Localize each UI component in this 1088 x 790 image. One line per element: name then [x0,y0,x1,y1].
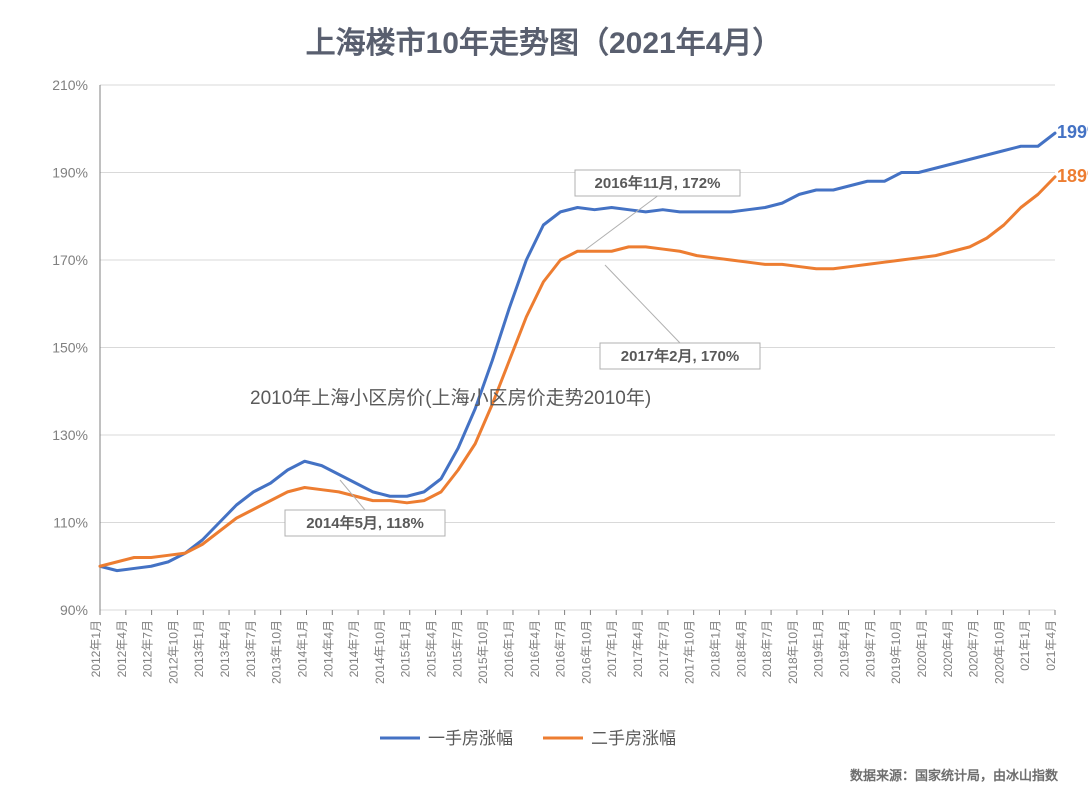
svg-text:2012年1月: 2012年1月 [89,620,103,677]
svg-text:2016年10月: 2016年10月 [579,620,593,684]
svg-text:2016年4月: 2016年4月 [528,620,542,677]
svg-text:2019年10月: 2019年10月 [889,620,903,684]
svg-text:2013年10月: 2013年10月 [270,620,284,684]
svg-text:021年4月: 021年4月 [1044,620,1058,671]
svg-text:2013年4月: 2013年4月 [218,620,232,677]
svg-text:2020年1月: 2020年1月 [915,620,929,677]
svg-text:2013年1月: 2013年1月 [192,620,206,677]
svg-text:2014年7月: 2014年7月 [347,620,361,677]
svg-text:021年1月: 021年1月 [1018,620,1032,671]
svg-text:2015年10月: 2015年10月 [476,620,490,684]
svg-text:150%: 150% [52,340,88,356]
svg-text:2018年1月: 2018年1月 [708,620,722,677]
svg-text:2012年10月: 2012年10月 [166,620,180,684]
svg-text:2019年1月: 2019年1月 [812,620,826,677]
chart-title: 上海楼市10年走势图（2021年4月） [0,18,1088,62]
svg-text:2019年4月: 2019年4月 [838,620,852,677]
svg-text:199%: 199% [1057,122,1088,142]
svg-text:2017年2月, 170%: 2017年2月, 170% [621,347,739,365]
svg-text:2019年7月: 2019年7月 [863,620,877,677]
svg-text:二手房涨幅: 二手房涨幅 [591,729,676,748]
svg-text:2014年4月: 2014年4月 [321,620,335,677]
svg-text:130%: 130% [52,427,88,443]
svg-text:2020年10月: 2020年10月 [992,620,1006,684]
svg-text:2018年4月: 2018年4月 [734,620,748,677]
svg-text:2015年1月: 2015年1月 [399,620,413,677]
svg-text:2012年7月: 2012年7月 [141,620,155,677]
footer-text: 数据来源：国家统计局，由冰山指数 [850,765,1058,784]
svg-text:2015年4月: 2015年4月 [425,620,439,677]
svg-text:2017年1月: 2017年1月 [605,620,619,677]
svg-text:2017年4月: 2017年4月 [631,620,645,677]
svg-text:2020年4月: 2020年4月 [941,620,955,677]
svg-text:2020年7月: 2020年7月 [967,620,981,677]
svg-text:2018年10月: 2018年10月 [786,620,800,684]
svg-text:2016年7月: 2016年7月 [554,620,568,677]
svg-text:189%: 189% [1057,166,1088,186]
svg-text:2018年7月: 2018年7月 [760,620,774,677]
svg-text:2016年11月, 172%: 2016年11月, 172% [595,174,721,192]
svg-text:190%: 190% [52,165,88,181]
svg-text:2013年7月: 2013年7月 [244,620,258,677]
svg-text:2014年5月, 118%: 2014年5月, 118% [306,514,424,532]
svg-text:2016年1月: 2016年1月 [502,620,516,677]
svg-text:2017年10月: 2017年10月 [683,620,697,684]
svg-text:90%: 90% [60,602,88,618]
overlay-caption: 2010年上海小区房价(上海小区房价走势2010年) [250,383,651,410]
svg-text:2017年7月: 2017年7月 [657,620,671,677]
svg-text:210%: 210% [52,77,88,93]
svg-text:170%: 170% [52,252,88,268]
chart-container: 上海楼市10年走势图（2021年4月） 90% 110% 130% 150% 170% 1… [0,0,1088,790]
svg-text:2012年4月: 2012年4月 [115,620,129,677]
svg-text:2014年10月: 2014年10月 [373,620,387,684]
svg-text:2015年7月: 2015年7月 [450,620,464,677]
svg-text:2014年1月: 2014年1月 [295,620,309,677]
svg-text:一手房涨幅: 一手房涨幅 [428,729,513,748]
svg-text:110%: 110% [53,515,88,531]
